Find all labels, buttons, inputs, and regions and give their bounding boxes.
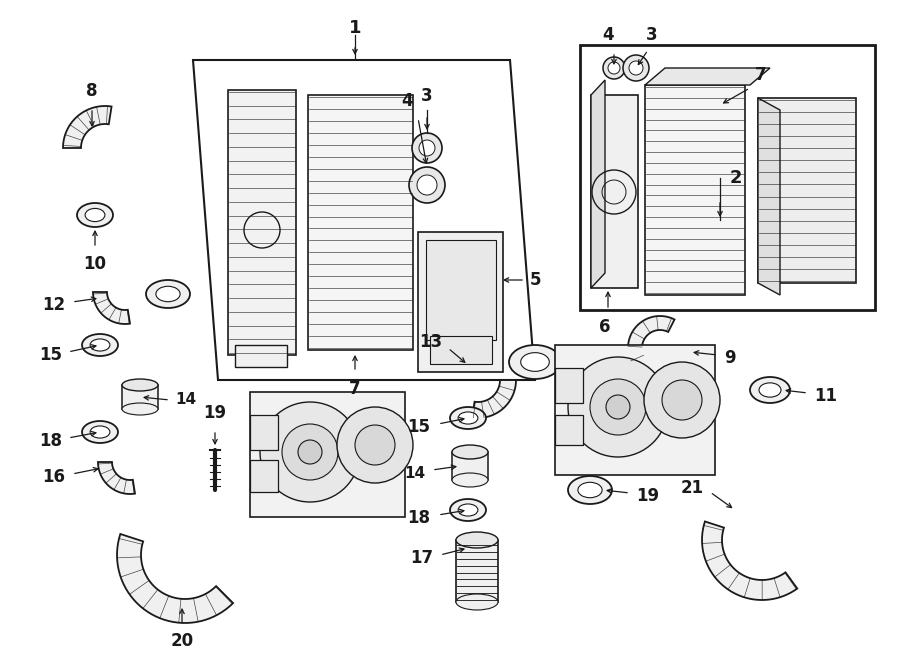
Circle shape: [644, 362, 720, 438]
Ellipse shape: [82, 421, 118, 443]
Text: 14: 14: [404, 465, 425, 481]
Bar: [645, 85, 745, 295]
Text: 19: 19: [203, 404, 227, 422]
Circle shape: [282, 424, 338, 480]
Circle shape: [608, 62, 620, 74]
Ellipse shape: [458, 412, 478, 424]
Bar: [555, 368, 583, 403]
Bar: [235, 345, 287, 367]
Polygon shape: [702, 522, 797, 600]
Circle shape: [337, 407, 413, 483]
Text: 11: 11: [814, 387, 837, 405]
Polygon shape: [628, 316, 674, 362]
Ellipse shape: [456, 594, 498, 610]
Circle shape: [623, 55, 649, 81]
Ellipse shape: [521, 353, 549, 371]
Text: 21: 21: [681, 479, 704, 497]
Text: 14: 14: [175, 393, 196, 407]
Ellipse shape: [146, 280, 190, 308]
Bar: [122, 385, 158, 409]
Circle shape: [298, 440, 322, 464]
Bar: [426, 240, 496, 340]
Text: 2: 2: [730, 169, 742, 187]
Polygon shape: [591, 95, 638, 288]
Circle shape: [662, 380, 702, 420]
Ellipse shape: [82, 334, 118, 356]
Circle shape: [412, 133, 442, 163]
Bar: [228, 90, 296, 355]
Polygon shape: [63, 106, 112, 148]
Bar: [250, 415, 278, 450]
Circle shape: [355, 425, 395, 465]
Circle shape: [629, 61, 643, 75]
Polygon shape: [472, 380, 516, 418]
Bar: [250, 460, 278, 492]
Polygon shape: [758, 98, 780, 295]
Text: 19: 19: [636, 487, 659, 505]
Circle shape: [260, 402, 360, 502]
Bar: [456, 540, 498, 602]
Ellipse shape: [450, 499, 486, 521]
Text: 9: 9: [724, 349, 735, 367]
Polygon shape: [98, 462, 135, 494]
Circle shape: [409, 167, 445, 203]
Text: 16: 16: [42, 468, 65, 486]
Ellipse shape: [452, 445, 488, 459]
Text: 7: 7: [349, 380, 361, 398]
Ellipse shape: [452, 473, 488, 487]
Circle shape: [603, 57, 625, 79]
Text: 10: 10: [84, 255, 106, 273]
Circle shape: [568, 357, 668, 457]
Ellipse shape: [509, 345, 561, 379]
Bar: [452, 452, 488, 480]
Text: 1: 1: [349, 19, 361, 37]
Bar: [555, 415, 583, 445]
Ellipse shape: [86, 208, 105, 221]
Text: 12: 12: [42, 296, 65, 314]
Text: 15: 15: [39, 346, 62, 364]
Text: 18: 18: [407, 509, 430, 527]
Ellipse shape: [578, 483, 602, 498]
Bar: [580, 45, 875, 310]
Text: 5: 5: [530, 271, 542, 289]
Polygon shape: [645, 68, 770, 85]
Text: 3: 3: [646, 26, 658, 44]
Polygon shape: [117, 534, 233, 623]
Ellipse shape: [458, 504, 478, 516]
Text: 6: 6: [599, 318, 611, 336]
Bar: [555, 345, 715, 475]
Polygon shape: [591, 80, 605, 288]
Ellipse shape: [450, 407, 486, 429]
Bar: [308, 95, 413, 350]
Text: 17: 17: [410, 549, 433, 567]
Ellipse shape: [122, 379, 158, 391]
Text: 8: 8: [86, 82, 98, 100]
Bar: [430, 336, 492, 364]
Circle shape: [417, 175, 437, 195]
Ellipse shape: [156, 286, 180, 301]
Circle shape: [419, 140, 435, 156]
Ellipse shape: [456, 532, 498, 548]
Bar: [250, 392, 405, 517]
Polygon shape: [93, 292, 130, 324]
Bar: [758, 98, 856, 283]
Ellipse shape: [77, 203, 113, 227]
Circle shape: [606, 395, 630, 419]
Text: 20: 20: [170, 632, 194, 650]
Ellipse shape: [90, 426, 110, 438]
Circle shape: [590, 379, 646, 435]
Ellipse shape: [759, 383, 781, 397]
Text: 7: 7: [755, 66, 767, 84]
Text: 3: 3: [421, 87, 433, 105]
Bar: [418, 232, 503, 372]
Text: 18: 18: [39, 432, 62, 450]
Text: 4: 4: [401, 92, 413, 110]
Text: 4: 4: [602, 26, 614, 44]
Text: 13: 13: [418, 333, 442, 351]
Ellipse shape: [750, 377, 790, 403]
Ellipse shape: [90, 339, 110, 351]
Ellipse shape: [122, 403, 158, 415]
Ellipse shape: [568, 476, 612, 504]
Text: 15: 15: [407, 418, 430, 436]
